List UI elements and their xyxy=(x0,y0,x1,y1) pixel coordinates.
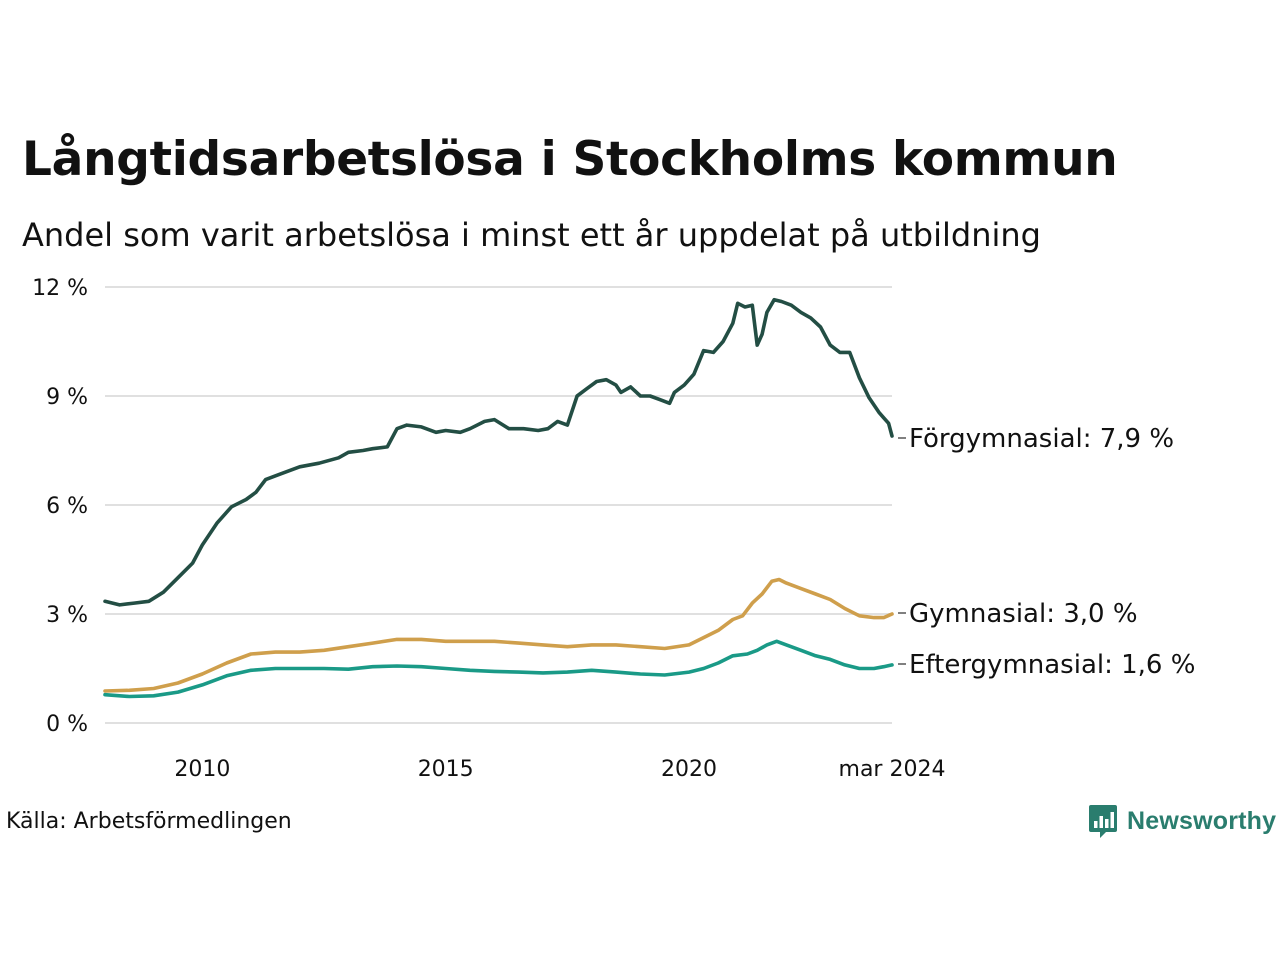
y-tick-label: 12 % xyxy=(32,276,88,301)
series-label-eftergymnasial: Eftergymnasial: 1,6 % xyxy=(909,650,1195,680)
brand-logo[interactable]: Newsworthy xyxy=(1088,803,1276,839)
x-tick-label: 2020 xyxy=(661,757,717,782)
x-tick-label: 2010 xyxy=(174,757,230,782)
series-line-förgymnasial xyxy=(103,297,894,607)
y-tick-label: 0 % xyxy=(46,712,88,737)
x-tick-label: 2015 xyxy=(418,757,474,782)
series-label-förgymnasial: Förgymnasial: 7,9 % xyxy=(909,424,1174,454)
y-tick-label: 9 % xyxy=(46,385,88,410)
series-end-labels: Förgymnasial: 7,9 % Gymnasial: 3,0 % Efter… xyxy=(898,424,1195,680)
y-tick-label: 6 % xyxy=(46,494,88,519)
source-note: Källa: Arbetsförmedlingen xyxy=(6,809,292,834)
chart-subtitle: Andel som varit arbetslösa i minst ett å… xyxy=(22,216,1041,254)
y-axis-ticks: 0 % 3 % 6 % 9 % 12 % xyxy=(32,276,88,737)
x-axis-ticks: 2010 2015 2020 mar 2024 xyxy=(174,757,945,782)
chart-title: Långtidsarbetslösa i Stockholms kommun xyxy=(22,132,1118,187)
series-label-gymnasial: Gymnasial: 3,0 % xyxy=(909,599,1138,629)
line-chart: 0 % 3 % 6 % 9 % 12 % 2010 2015 2020 mar 2024 Fö… xyxy=(32,276,1195,782)
y-tick-label: 3 % xyxy=(46,603,88,628)
series-line-eftergymnasial xyxy=(103,639,894,699)
x-tick-label: mar 2024 xyxy=(839,757,946,782)
gridlines xyxy=(105,286,892,724)
newsworthy-logo-icon xyxy=(1089,805,1117,838)
series-line-gymnasial xyxy=(103,577,894,693)
brand-name: Newsworthy xyxy=(1127,806,1277,835)
series-lines xyxy=(103,297,894,699)
